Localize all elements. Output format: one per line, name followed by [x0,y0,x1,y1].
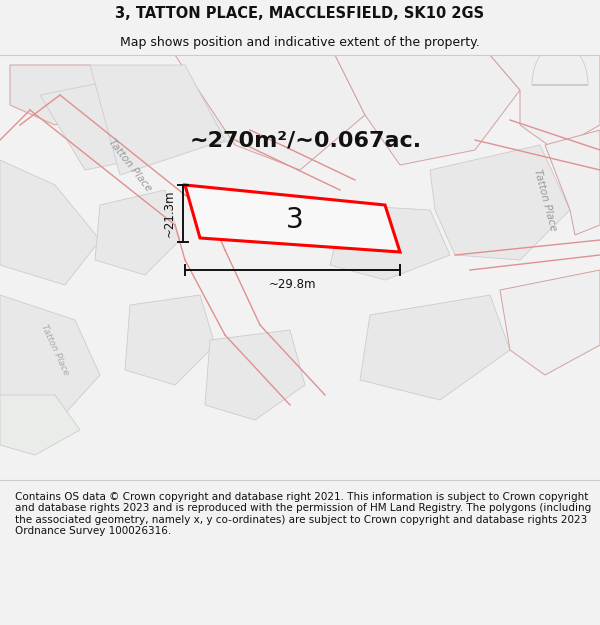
Polygon shape [532,43,588,85]
Polygon shape [40,65,235,170]
Polygon shape [330,205,450,280]
Polygon shape [500,270,600,375]
Polygon shape [360,295,510,400]
Polygon shape [335,55,520,165]
Text: Contains OS data © Crown copyright and database right 2021. This information is : Contains OS data © Crown copyright and d… [15,492,591,536]
Polygon shape [10,65,115,125]
Polygon shape [0,160,100,285]
Text: Tatton Place: Tatton Place [532,168,558,232]
Polygon shape [490,55,600,150]
Polygon shape [545,130,600,235]
Text: 3, TATTON PLACE, MACCLESFIELD, SK10 2GS: 3, TATTON PLACE, MACCLESFIELD, SK10 2GS [115,6,485,21]
Text: Map shows position and indicative extent of the property.: Map shows position and indicative extent… [120,36,480,49]
Polygon shape [125,295,215,385]
Text: ~270m²/~0.067ac.: ~270m²/~0.067ac. [190,130,422,150]
Polygon shape [185,185,400,252]
Text: ~21.3m: ~21.3m [163,190,176,238]
Text: 3: 3 [286,206,304,234]
Text: ~29.8m: ~29.8m [269,278,316,291]
Polygon shape [0,295,100,430]
Polygon shape [175,55,365,170]
Polygon shape [90,65,225,175]
Polygon shape [95,190,180,275]
Polygon shape [205,330,305,420]
Text: Tatton Place: Tatton Place [106,137,154,193]
Polygon shape [0,395,80,455]
Text: Tatton Place: Tatton Place [39,323,71,377]
Polygon shape [430,145,570,260]
